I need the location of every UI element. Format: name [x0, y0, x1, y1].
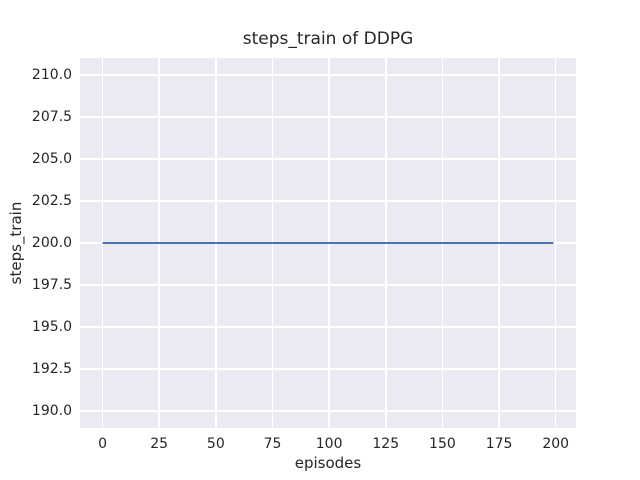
x-tick-label: 25 [150, 436, 169, 452]
y-tick-label: 195.0 [31, 319, 72, 336]
y-tick-label: 205.0 [31, 150, 72, 167]
y-gridline [80, 284, 576, 286]
y-tick-label: 192.5 [31, 361, 72, 378]
x-tick-label: 125 [372, 436, 400, 452]
y-gridline [80, 74, 576, 76]
y-tick-label: 210.0 [31, 66, 72, 83]
x-tick-label: 75 [263, 436, 282, 452]
y-gridline [80, 368, 576, 370]
series-layer [102, 242, 554, 244]
y-gridline [80, 410, 576, 412]
x-axis-label: episodes [294, 454, 362, 472]
chart-title: steps_train of DDPG [242, 29, 414, 49]
y-tick-label: 197.5 [31, 277, 72, 294]
x-tick-label: 0 [98, 436, 107, 452]
x-tick-label: 50 [206, 436, 225, 452]
x-tick-label: 150 [429, 436, 456, 452]
y-gridline [80, 158, 576, 160]
y-tick-label: 190.0 [31, 403, 72, 420]
y-tick-label: 200.0 [31, 235, 72, 251]
y-gridline [80, 326, 576, 328]
y-gridline [80, 116, 576, 118]
x-tick-label: 100 [315, 436, 343, 452]
y-tick-label: 207.5 [31, 108, 72, 125]
x-tick-label: 200 [542, 436, 570, 452]
x-tick-label: 175 [485, 436, 513, 452]
y-tick-label: 202.5 [31, 192, 72, 209]
y-gridline [80, 200, 576, 202]
plot-area [80, 58, 576, 428]
